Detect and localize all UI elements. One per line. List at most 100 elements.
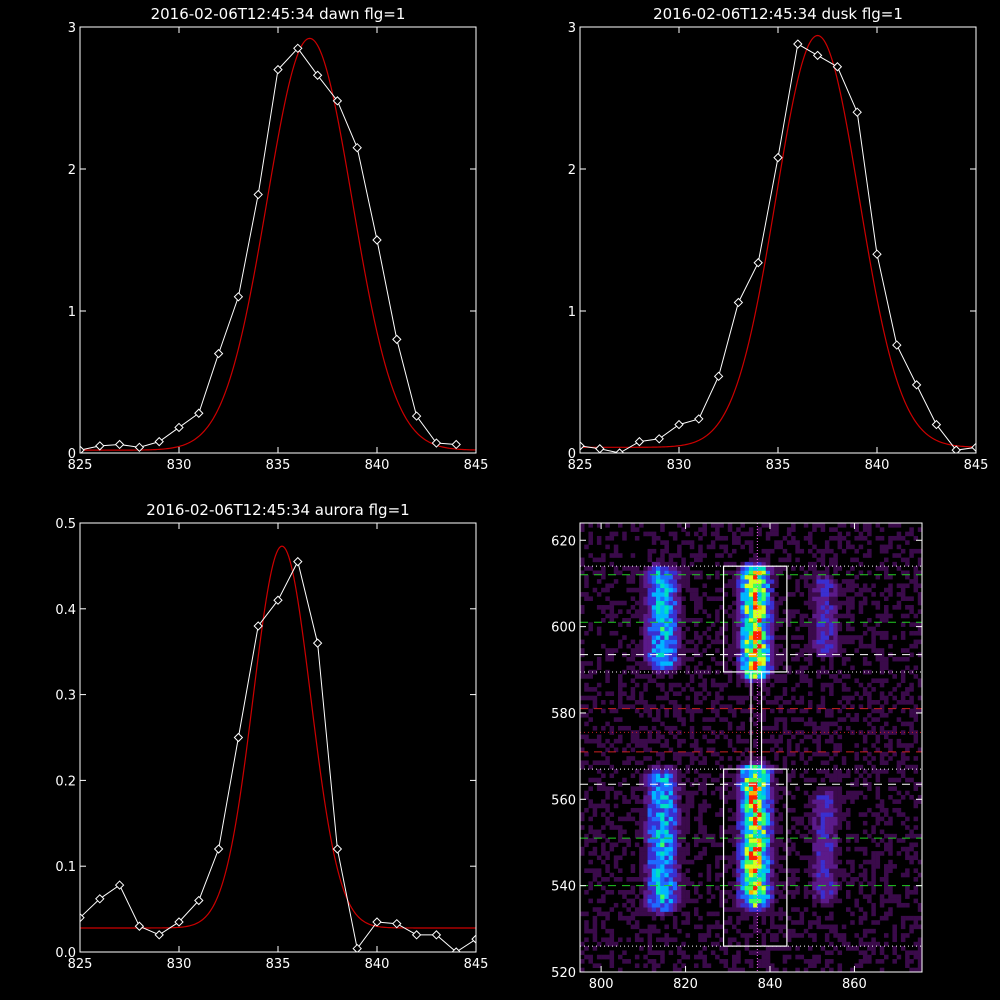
heatmap-cell — [677, 773, 682, 779]
heatmap-cell — [630, 868, 636, 873]
heatmap-cell — [862, 587, 868, 593]
heatmap-cell — [651, 617, 657, 623]
heatmap-cell — [647, 592, 653, 597]
heatmap-cell — [719, 764, 724, 770]
heatmap-cell — [820, 851, 826, 856]
heatmap-cell — [664, 566, 669, 571]
heatmap-cell — [829, 803, 834, 809]
heatmap-cell — [664, 790, 669, 796]
heatmap-cell — [672, 829, 678, 835]
heatmap-cell — [727, 889, 733, 895]
heatmap-cell — [900, 769, 906, 774]
heatmap-cell — [740, 885, 745, 891]
heatmap-cell — [744, 782, 750, 787]
heatmap-cell — [761, 799, 767, 804]
heatmap-cell — [871, 868, 876, 873]
heatmap-cell — [677, 656, 682, 662]
heatmap-cell — [803, 613, 809, 619]
heatmap-cell — [757, 605, 762, 610]
heatmap-cell — [580, 570, 585, 576]
heatmap-cell — [736, 920, 741, 925]
heatmap-cell — [702, 803, 707, 809]
heatmap-cell — [808, 678, 813, 684]
heatmap-cell — [909, 682, 914, 688]
heatmap-cell — [841, 933, 847, 938]
heatmap-cell — [795, 829, 800, 835]
heatmap-cell — [736, 734, 741, 740]
heatmap-cell — [732, 937, 737, 943]
heatmap-cell — [765, 687, 771, 692]
heatmap-cell — [596, 855, 602, 861]
heatmap-cell — [824, 803, 830, 809]
heatmap-cell — [740, 751, 745, 757]
heatmap-cell — [871, 855, 876, 861]
heatmap-cell — [668, 902, 674, 908]
heatmap-cell — [846, 579, 851, 584]
heatmap-cell — [770, 630, 775, 636]
heatmap-cell — [884, 613, 889, 619]
heatmap-cell — [761, 842, 767, 848]
heatmap-cell — [643, 829, 648, 835]
heatmap-cell — [677, 609, 682, 614]
heatmap-cell — [829, 799, 834, 804]
heatmap-cell — [588, 695, 593, 701]
heatmap-cell — [732, 855, 737, 861]
heatmap-cell — [761, 643, 767, 649]
heatmap-cell — [782, 617, 788, 623]
heatmap-cell — [626, 665, 631, 671]
heatmap-cell — [829, 734, 834, 740]
heatmap-cell — [723, 665, 729, 671]
heatmap-cell — [761, 911, 767, 917]
heatmap-cell — [748, 855, 754, 861]
heatmap-cell — [774, 609, 779, 614]
heatmap-cell — [715, 523, 720, 528]
heatmap-cell — [765, 825, 771, 830]
heatmap-cell — [677, 587, 682, 593]
heatmap-cell — [765, 803, 771, 809]
heatmap-cell — [715, 527, 720, 532]
heatmap-cell — [770, 708, 775, 714]
heatmap-cell — [820, 579, 826, 584]
heatmap-cell — [774, 738, 779, 744]
heatmap-cell — [732, 842, 737, 848]
heatmap-cell — [748, 557, 754, 563]
heatmap-cell — [672, 579, 678, 584]
heatmap-cell — [689, 859, 695, 865]
heatmap-cell — [656, 842, 661, 848]
heatmap-cell — [672, 782, 678, 787]
heatmap-cell — [727, 782, 733, 787]
heatmap-cell — [736, 630, 741, 636]
heatmap-cell — [846, 609, 851, 614]
heatmap-cell — [660, 630, 665, 636]
heatmap-cell — [867, 527, 872, 532]
heatmap-cell — [596, 941, 602, 947]
heatmap-cell — [647, 907, 653, 912]
heatmap-cell — [685, 669, 691, 675]
data-point — [352, 142, 362, 153]
heatmap-cell — [833, 790, 838, 796]
heatmap-cell — [723, 794, 729, 800]
heatmap-cell — [609, 825, 615, 830]
heatmap-cell — [892, 950, 897, 956]
heatmap-cell — [846, 894, 851, 899]
heatmap-cell — [601, 609, 606, 614]
heatmap-cell — [702, 687, 707, 692]
heatmap-cell — [829, 881, 834, 886]
heatmap-cell — [639, 592, 644, 597]
heatmap-cell — [748, 561, 754, 567]
heatmap-cell — [732, 959, 737, 964]
heatmap-cell — [656, 764, 661, 770]
heatmap-cell — [643, 855, 648, 861]
x-tick-label: 835 — [266, 957, 291, 972]
heatmap-cell — [643, 881, 648, 886]
heatmap-cell — [862, 661, 868, 666]
heatmap-cell — [668, 648, 674, 653]
heatmap-cell — [719, 825, 724, 830]
data-point — [134, 921, 145, 931]
heatmap-cell — [656, 751, 661, 757]
heatmap-cell — [850, 626, 855, 632]
heatmap-cell — [757, 592, 762, 597]
heatmap-cell — [757, 885, 762, 891]
heatmap-cell — [694, 574, 699, 580]
heatmap-cell — [841, 877, 847, 882]
